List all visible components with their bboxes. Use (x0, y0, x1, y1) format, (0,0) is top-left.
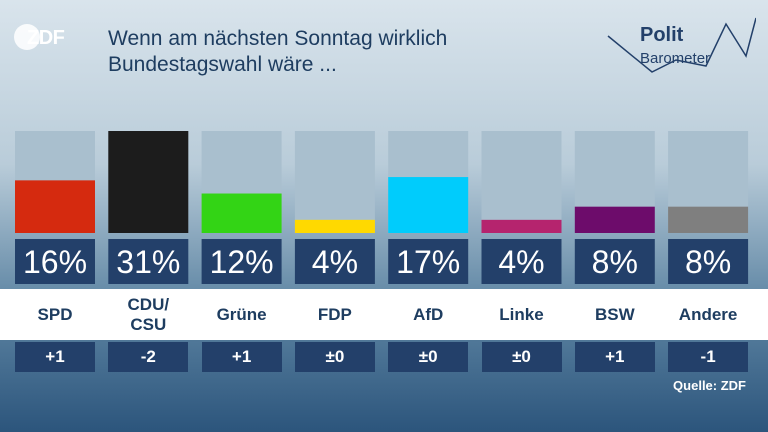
value-label-bsw: 8% (592, 244, 638, 280)
value-label-box-cducsu (108, 239, 189, 284)
value-label-cducsu: 31% (116, 244, 180, 280)
category-label-spd: SPD (37, 304, 73, 324)
bar-cducsu (108, 131, 189, 233)
change-label-afd: ±0 (388, 342, 469, 372)
value-label-box-fdp (294, 239, 375, 284)
value-label-box-andere (668, 239, 749, 284)
change-label-bsw: +1 (574, 342, 655, 372)
category-label-afd: AfD (413, 304, 444, 324)
bar-background-linke (481, 131, 562, 233)
value-label-box-linke (481, 239, 562, 284)
value-label-spd: 16% (23, 244, 87, 280)
source-note: Quelle: ZDF (673, 378, 746, 393)
change-label-linke: ±0 (481, 342, 562, 372)
value-label-box-grne (201, 239, 282, 284)
politbarometer-logo: Polit Barometer (606, 16, 757, 78)
zdf-logo-circle (14, 24, 40, 50)
bar-grne (201, 193, 282, 233)
bar-bsw (574, 206, 655, 233)
value-label-afd: 17% (396, 244, 460, 280)
change-label-grne: +1 (201, 342, 282, 372)
bar-andere (668, 206, 749, 233)
politbarometer-logo-graph (607, 17, 757, 73)
change-label-andere: -1 (668, 342, 749, 372)
bar-linke (481, 219, 562, 233)
category-label-cducsu: CDU/ CSU (127, 294, 170, 334)
change-label-spd: +1 (15, 342, 95, 372)
zdf-logo-text: ZDF (27, 27, 65, 49)
bar-afd (388, 177, 469, 233)
party-label-strip (0, 289, 768, 340)
category-label-andere: Andere (678, 304, 738, 324)
bar-background-fdp (294, 131, 375, 233)
value-label-andere: 8% (685, 244, 731, 280)
bar-spd (15, 180, 95, 233)
category-label-linke: Linke (499, 304, 544, 324)
change-label-cducsu: -2 (108, 342, 189, 372)
value-label-linke: 4% (498, 244, 544, 280)
chart-title: Wenn am nächsten Sonntag wirklich Bundes… (108, 27, 448, 76)
value-label-box-bsw (574, 239, 655, 284)
politbarometer-word-barometer: Barometer (640, 50, 711, 67)
category-label-grne: Grüne (216, 304, 267, 324)
category-label-bsw: BSW (594, 304, 635, 324)
change-label-fdp: ±0 (294, 342, 375, 372)
value-label-grne: 12% (210, 244, 274, 280)
bar-fdp (294, 219, 375, 233)
category-label-fdp: FDP (317, 304, 352, 324)
value-label-box-afd (388, 239, 469, 284)
value-label-box-spd (15, 239, 95, 284)
zdf-logo: ZDF (14, 24, 76, 52)
value-label-fdp: 4% (312, 244, 358, 280)
politbarometer-word-polit: Polit (640, 24, 684, 46)
